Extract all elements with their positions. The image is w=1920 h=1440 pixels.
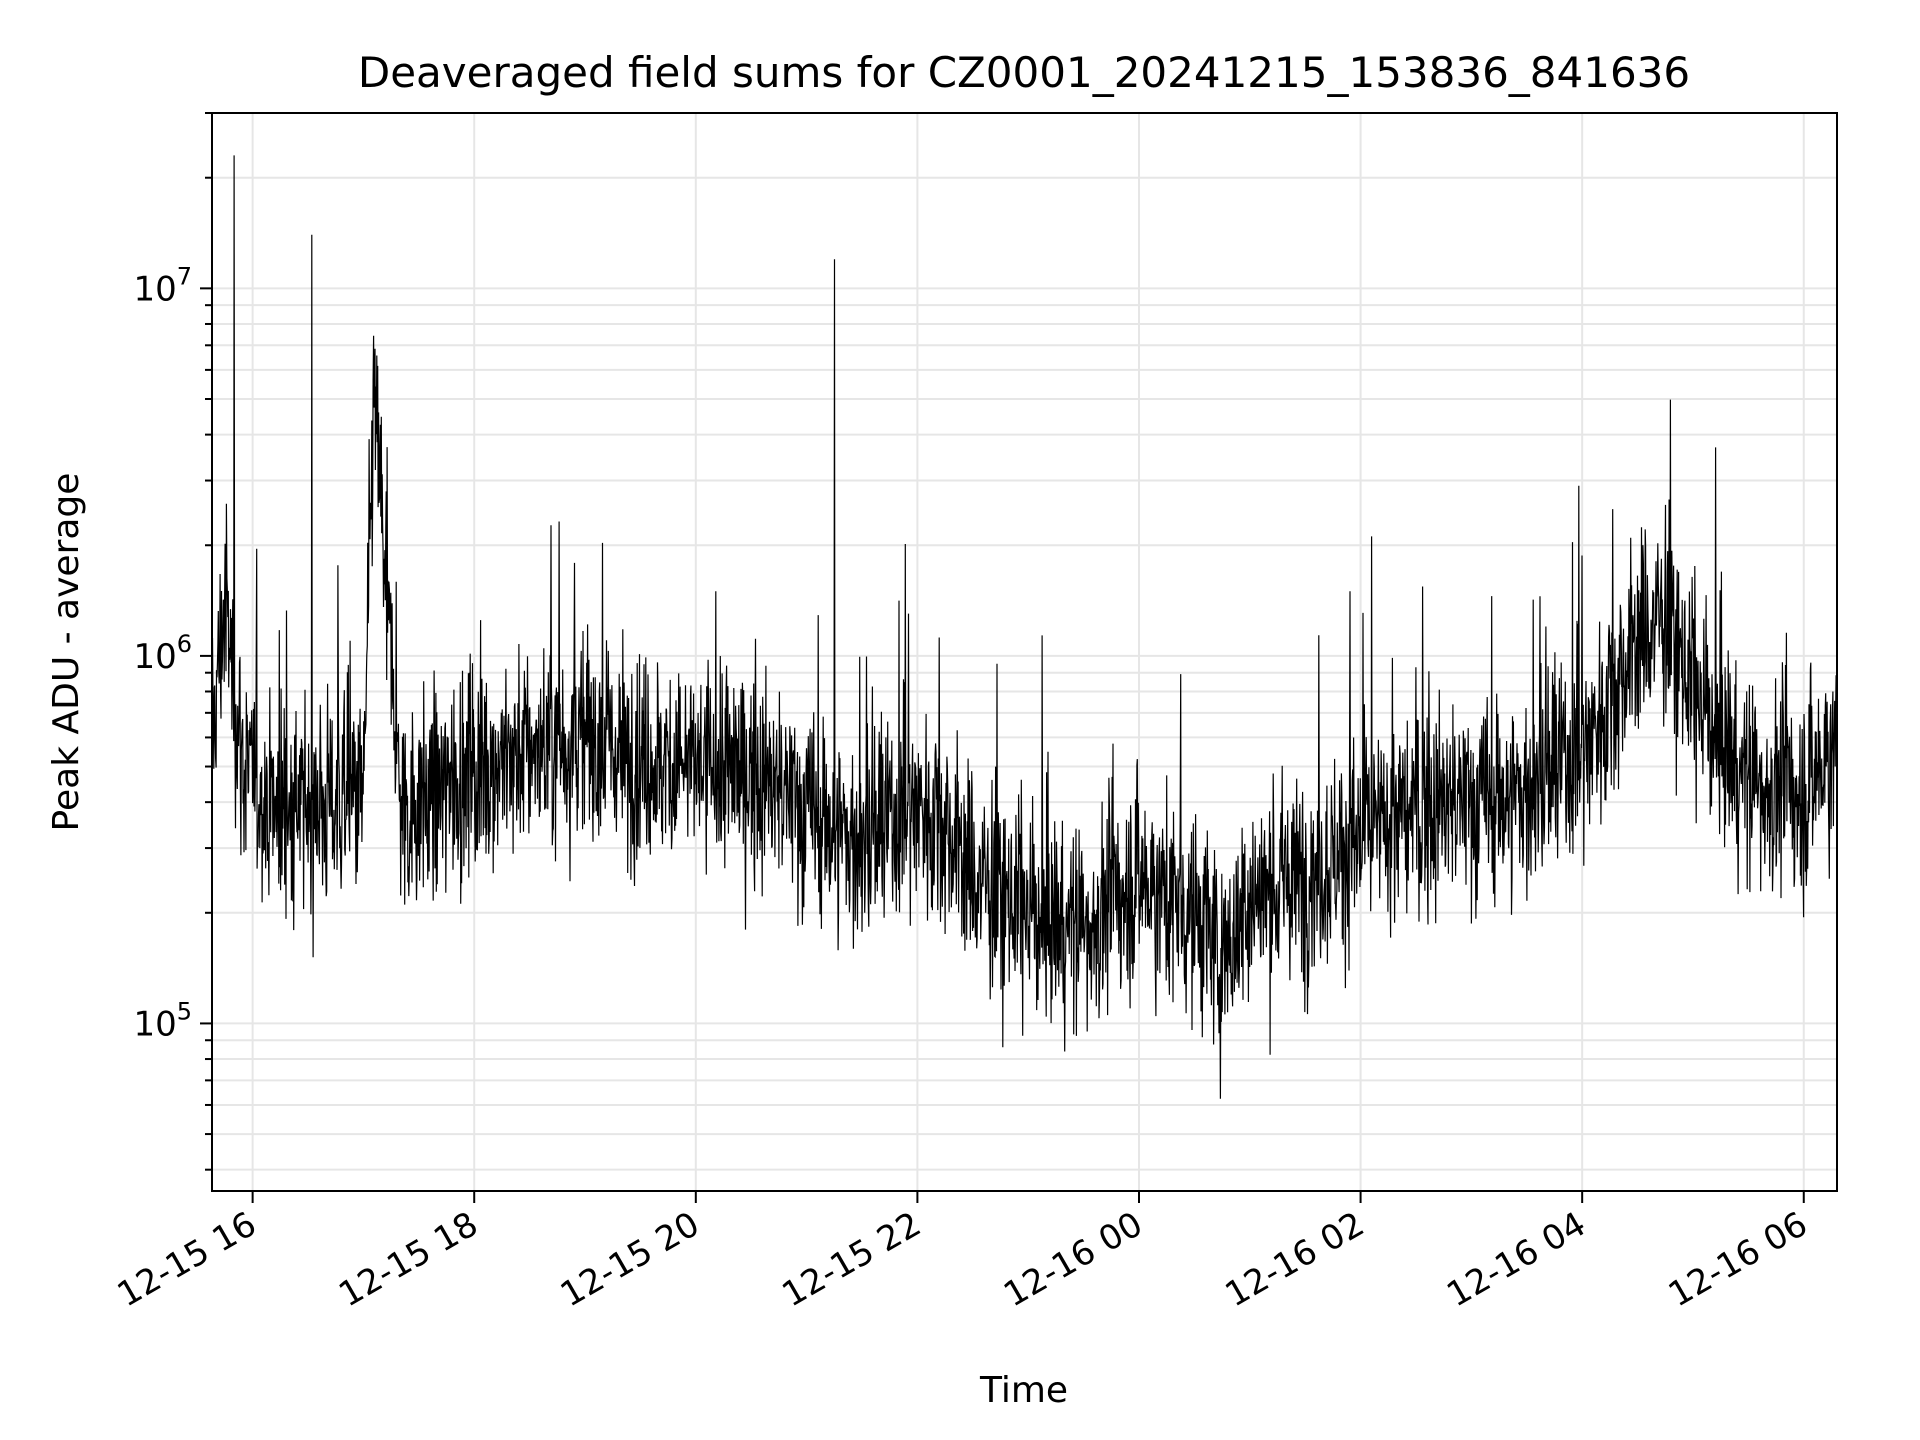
chart-title: Deaveraged field sums for CZ0001_2024121… xyxy=(358,48,1690,97)
series-layer xyxy=(211,155,1838,1099)
y-axis: 105 106 107 xyxy=(133,112,212,1171)
x-tick-label: 12-15 20 xyxy=(554,1204,706,1315)
plot-frame xyxy=(211,112,1838,1192)
x-axis-label: Time xyxy=(979,1370,1068,1411)
y-tick-label: 106 xyxy=(133,630,192,677)
x-tick-label: 12-16 04 xyxy=(1440,1204,1592,1315)
x-tick-label: 12-16 02 xyxy=(1219,1204,1371,1315)
x-tick-label: 12-16 00 xyxy=(997,1204,1149,1315)
y-axis-label: Peak ADU - average xyxy=(46,473,87,832)
y-tick-label: 105 xyxy=(133,997,192,1044)
y-tick-label: 107 xyxy=(133,262,192,309)
x-tick-label: 12-15 22 xyxy=(776,1204,928,1315)
x-tick-label: 12-15 18 xyxy=(332,1204,484,1315)
x-axis: 12-15 16 12-15 18 12-15 20 12-15 22 12-16 00… xyxy=(111,1191,1814,1315)
grid xyxy=(212,112,1837,1191)
data-series-line xyxy=(211,155,1838,1099)
x-tick-label: 12-16 06 xyxy=(1662,1204,1814,1315)
x-tick-label: 12-15 16 xyxy=(111,1204,263,1315)
